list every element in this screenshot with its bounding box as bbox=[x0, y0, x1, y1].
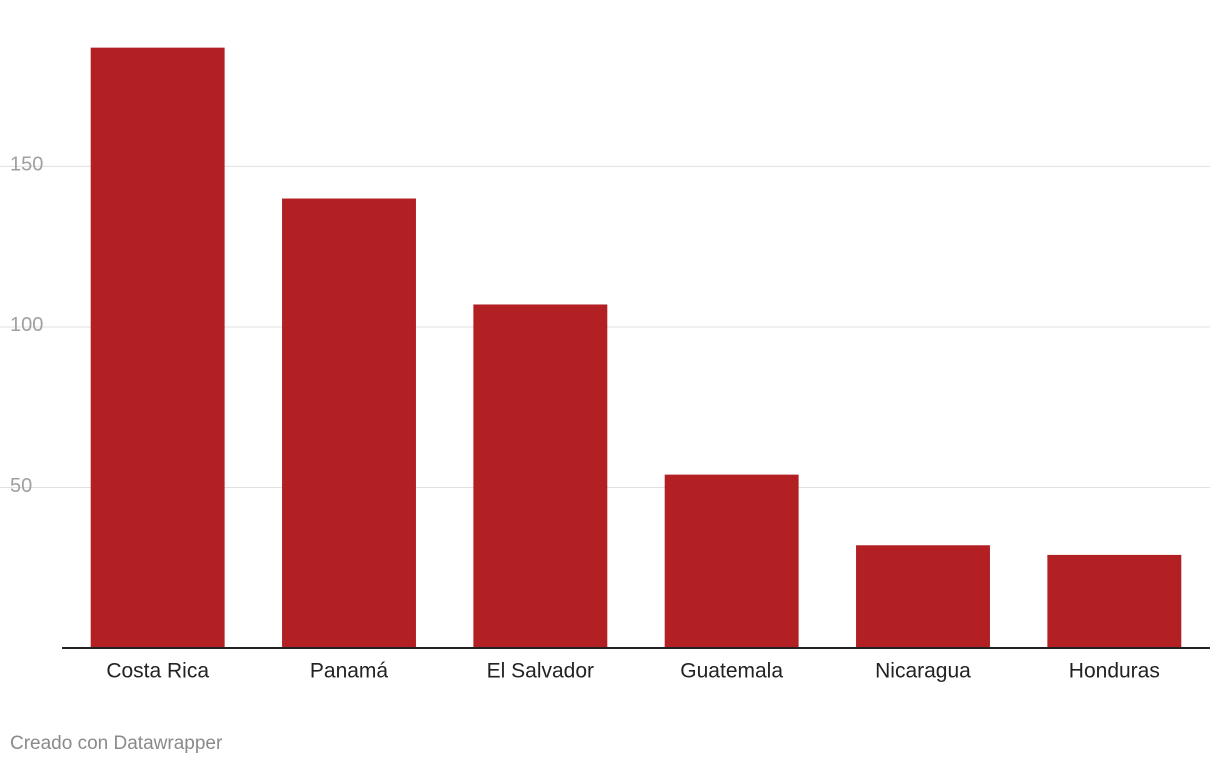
bar bbox=[90, 47, 225, 648]
x-tick-label: Panamá bbox=[310, 660, 389, 683]
x-tick-label: El Salvador bbox=[487, 660, 594, 683]
x-tick-label: Honduras bbox=[1069, 660, 1160, 683]
x-tick-label: Nicaragua bbox=[875, 660, 971, 683]
x-tick-label: Costa Rica bbox=[106, 660, 209, 683]
bar bbox=[282, 198, 416, 649]
bar bbox=[856, 545, 990, 648]
credit: Creado con Datawrapper bbox=[10, 733, 223, 754]
y-tick-label: 50 bbox=[10, 475, 32, 497]
x-tick-label: Guatemala bbox=[680, 660, 783, 683]
bar bbox=[473, 304, 608, 648]
y-tick-label: 150 bbox=[10, 154, 43, 176]
y-tick-label: 100 bbox=[10, 314, 43, 336]
bar bbox=[1047, 554, 1182, 648]
bar bbox=[664, 474, 799, 648]
